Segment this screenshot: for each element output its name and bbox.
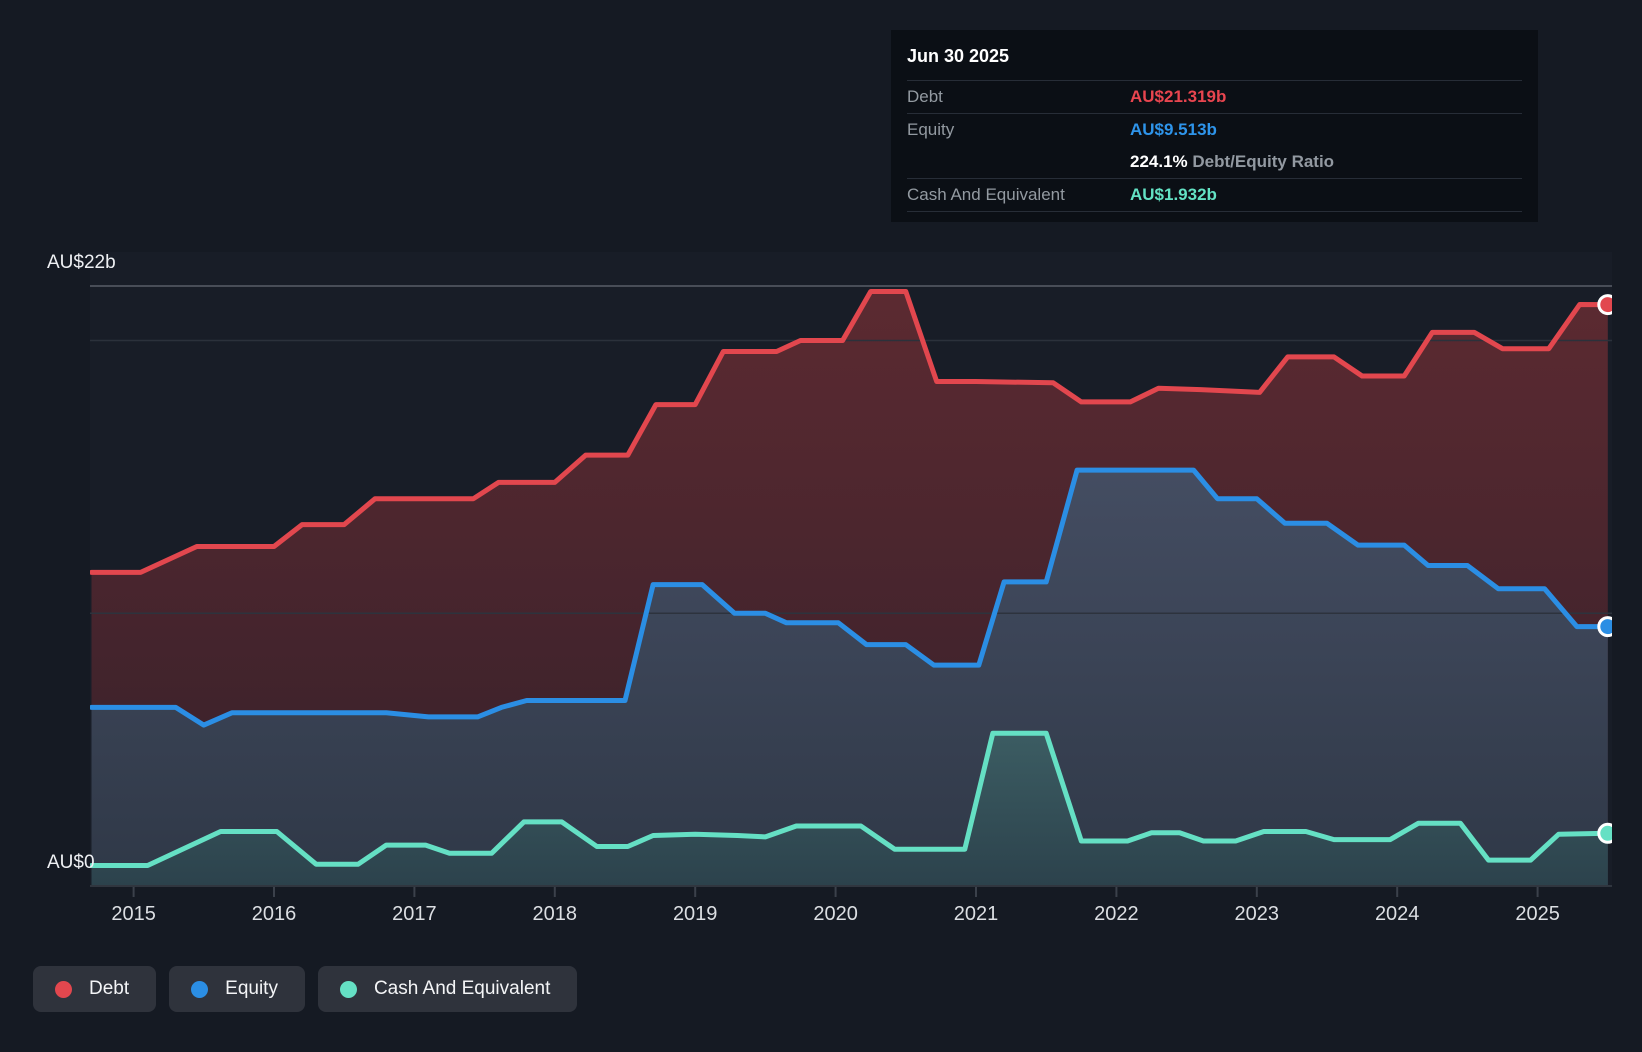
tooltip-cash-label: Cash And Equivalent [907, 185, 1065, 204]
debt-line [90, 289, 1611, 575]
cash-and-equivalent-area [91, 733, 1608, 887]
tooltip-date: Jun 30 2025 [907, 46, 1010, 66]
x-axis-label-2022: 2022 [1094, 903, 1139, 925]
x-axis-label-2023: 2023 [1235, 903, 1280, 925]
x-axis-label-2021: 2021 [954, 903, 999, 925]
equity-area [91, 470, 1608, 887]
tooltip-ratio-value: 224.1% [1130, 152, 1188, 171]
tooltip-ratio-suffix: Debt/Equity Ratio [1187, 152, 1335, 171]
legend-item-cash[interactable]: Cash And Equivalent [317, 966, 578, 1012]
y-axis-label-22b: AU$22b [47, 252, 116, 273]
x-axis-label-2018: 2018 [533, 903, 578, 925]
cash-and-equivalent-endpoint-marker [1597, 822, 1612, 844]
tooltip-row-cash: Cash And Equivalent AU$1.932b [907, 178, 1522, 212]
debt-endpoint-marker [1597, 294, 1612, 316]
chart-legend: Debt Equity Cash And Equivalent [33, 966, 578, 1012]
tooltip-cash-value: AU$1.932b [1130, 185, 1217, 204]
y-axis-label-0b: AU$0 [47, 852, 95, 873]
legend-cash-label: Cash And Equivalent [373, 978, 551, 999]
tooltip-row-ratio: 224.1% Debt/Equity Ratio [907, 146, 1522, 178]
x-axis-label-2017: 2017 [392, 903, 437, 925]
legend-equity-label: Equity [225, 978, 278, 999]
equity-line [90, 467, 1611, 728]
chart-tooltip: Jun 30 2025 Debt AU$21.319b Equity AU$9.… [891, 30, 1538, 222]
tooltip-equity-value: AU$9.513b [1130, 120, 1217, 139]
cash-series-dot-icon [339, 980, 357, 998]
x-axis-label-2024: 2024 [1375, 903, 1420, 925]
legend-debt-label: Debt [89, 978, 130, 999]
x-axis-label-2019: 2019 [673, 903, 718, 925]
tooltip-debt-value: AU$21.319b [1130, 87, 1227, 106]
x-axis-label-2025: 2025 [1515, 903, 1560, 925]
x-axis-label-2016: 2016 [252, 903, 297, 925]
equity-series-dot-icon [191, 980, 209, 998]
x-axis-label-2020: 2020 [813, 903, 858, 925]
tooltip-debt-label: Debt [907, 87, 943, 106]
cash-and-equivalent-line [90, 730, 1611, 868]
legend-item-debt[interactable]: Debt [33, 966, 157, 1012]
debt-series-dot-icon [55, 980, 72, 998]
tooltip-row-debt: Debt AU$21.319b [907, 80, 1522, 113]
equity-endpoint-marker [1597, 616, 1612, 638]
tooltip-row-equity: Equity AU$9.513b [907, 113, 1522, 146]
x-axis-label-2015: 2015 [111, 903, 156, 925]
tooltip-equity-label: Equity [907, 120, 955, 139]
legend-item-equity[interactable]: Equity [169, 966, 305, 1012]
